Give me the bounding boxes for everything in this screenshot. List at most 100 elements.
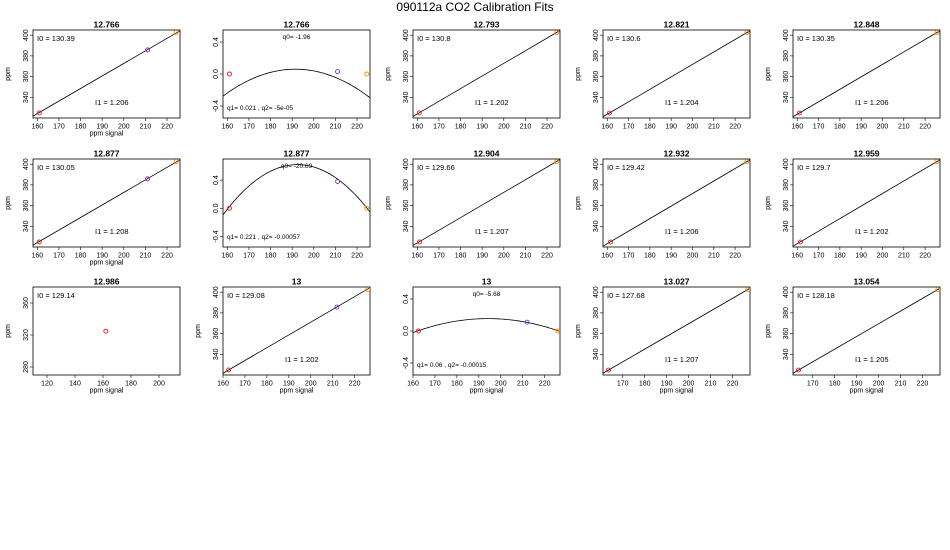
x-tick-label: 210 <box>520 253 532 260</box>
x-tick-label: 210 <box>327 381 339 388</box>
y-tick-label: 340 <box>23 91 30 103</box>
x-tick-label: 160 <box>31 253 43 260</box>
x-tick-label: 220 <box>727 381 739 388</box>
calibration-plot-11: 12.986 120 140 160 180 200 280 320 360 ppm signal… <box>5 277 181 395</box>
plot-title: 13 <box>482 277 492 287</box>
y-tick-label: 340 <box>403 91 410 103</box>
y-tick-label: 0.4 <box>213 37 220 47</box>
x-tick-label: 140 <box>69 381 81 388</box>
data-point <box>608 239 613 245</box>
x-axis-label: ppm signal <box>90 131 124 138</box>
y-tick-label: 360 <box>23 71 30 83</box>
x-tick-label: 220 <box>351 124 363 131</box>
x-tick-label: 170 <box>243 253 255 260</box>
fit-line <box>33 30 180 117</box>
plot-title: 12.848 <box>854 20 880 30</box>
x-tick-label: 160 <box>97 381 109 388</box>
i0-annotation: I0 = 130.05 <box>37 163 75 172</box>
page-title: 090112a CO2 Calibration Fits <box>396 0 554 14</box>
x-tick-label: 160 <box>221 253 233 260</box>
x-tick-label: 170 <box>433 124 445 131</box>
y-tick-label: 340 <box>783 348 790 360</box>
x-tick-label: 180 <box>261 381 273 388</box>
y-tick-label: 380 <box>23 179 30 191</box>
y-tick-label: 340 <box>213 348 220 360</box>
x-axis-label: ppm signal <box>660 388 694 395</box>
y-tick-label: 340 <box>783 220 790 232</box>
i1-annotation: I1 = 1.208 <box>95 227 129 236</box>
i0-annotation: I0 = 128.18 <box>797 291 835 300</box>
y-axis-label: ppm <box>5 67 12 81</box>
x-tick-label: 180 <box>644 253 656 260</box>
data-point <box>36 110 42 116</box>
x-tick-label: 180 <box>829 381 841 388</box>
data-point <box>145 47 151 53</box>
plot-frame <box>792 29 941 119</box>
data-point <box>364 205 370 211</box>
i0-annotation: I0 = 130.35 <box>797 34 835 43</box>
x-tick-label: 220 <box>729 253 741 260</box>
x-tick-label: 210 <box>140 253 152 260</box>
x-tick-label: 210 <box>708 253 720 260</box>
q0-annotation: q0= -1.96 <box>283 34 311 41</box>
plot-title: 12.793 <box>474 20 500 30</box>
x-tick-label: 210 <box>520 124 532 131</box>
x-tick-label: 170 <box>623 253 635 260</box>
data-point <box>798 239 803 245</box>
y-tick-label: 380 <box>593 50 600 62</box>
x-tick-label: 160 <box>791 253 803 260</box>
x-tick-label: 220 <box>917 381 929 388</box>
y-tick-label: 340 <box>403 220 410 232</box>
y-tick-label: 400 <box>23 158 30 170</box>
y-tick-label: 380 <box>403 50 410 62</box>
y-tick-label: 360 <box>23 200 30 212</box>
y-tick-label: 0.0 <box>213 203 220 213</box>
plot-title: 13.027 <box>664 277 690 287</box>
data-point <box>173 30 179 35</box>
x-tick-label: 220 <box>729 124 741 131</box>
y-tick-label: 400 <box>783 29 790 41</box>
x-tick-label: 170 <box>53 124 65 131</box>
data-point <box>745 287 750 293</box>
x-tick-label: 210 <box>895 381 907 388</box>
plot-frame <box>222 286 371 376</box>
data-point <box>555 328 560 334</box>
y-tick-label: 340 <box>23 220 30 232</box>
x-tick-label: 160 <box>411 124 423 131</box>
y-axis-label: ppm <box>385 196 392 210</box>
x-tick-label: 190 <box>855 253 867 260</box>
x-tick-label: 120 <box>41 381 53 388</box>
fit-line <box>413 159 560 246</box>
x-tick-label: 210 <box>898 124 910 131</box>
q0-annotation: q0= -5.68 <box>473 291 501 298</box>
y-axis-label: ppm <box>765 324 772 338</box>
data-point <box>364 71 370 77</box>
x-tick-label: 190 <box>96 253 108 260</box>
y-tick-label: 400 <box>783 158 790 170</box>
calibration-plot-13: 13 160 170 180 190 200 210 220 -0.4 0.0 0.4 ppm sig… <box>403 277 561 395</box>
plot-title: 12.821 <box>664 20 690 30</box>
i0-annotation: I0 = 129.66 <box>417 163 455 172</box>
x-tick-label: 220 <box>351 253 363 260</box>
x-tick-label: 170 <box>623 124 635 131</box>
x-tick-label: 190 <box>286 124 298 131</box>
data-point <box>606 367 611 373</box>
plot-frame <box>412 29 561 119</box>
x-axis-label: ppm signal <box>280 388 314 395</box>
y-axis-label: ppm <box>5 324 12 338</box>
data-point <box>226 367 232 373</box>
x-tick-label: 220 <box>919 124 931 131</box>
x-tick-label: 200 <box>118 253 130 260</box>
y-tick-label: 340 <box>593 348 600 360</box>
data-point <box>335 69 341 75</box>
x-tick-label: 190 <box>473 381 485 388</box>
y-tick-label: 360 <box>593 200 600 212</box>
i1-annotation: I1 = 1.206 <box>665 227 699 236</box>
x-tick-label: 220 <box>919 253 931 260</box>
plot-title: 13 <box>292 277 302 287</box>
plot-frame <box>32 29 181 119</box>
fit-line <box>793 287 940 374</box>
plot-title: 12.986 <box>94 277 120 287</box>
y-tick-label: 280 <box>23 361 30 373</box>
y-tick-label: 340 <box>783 91 790 103</box>
